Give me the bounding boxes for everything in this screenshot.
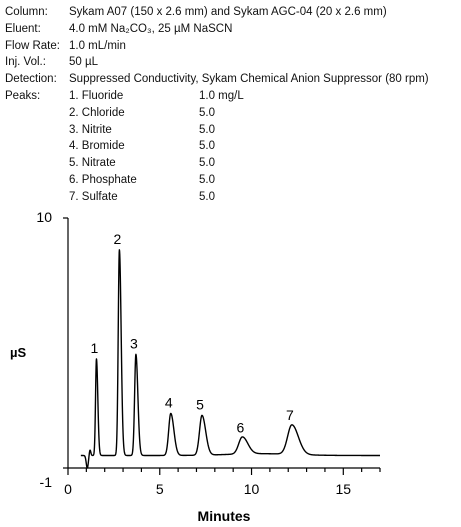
- peak-concentration: 5.0: [199, 173, 215, 186]
- peaks-label: [5, 122, 69, 139]
- condition-label: Inj. Vol.:: [5, 56, 46, 69]
- chromatogram-chart: 10 -1 µS Minutes 1 2 3 4 5 6 7 0 5 10 15: [10, 209, 381, 524]
- x-tick-label: 0: [64, 481, 72, 497]
- condition-value: 1.0 mL/min: [69, 39, 126, 52]
- peak-label: 5: [196, 397, 204, 413]
- x-tick-label: 15: [336, 481, 352, 497]
- peak-row: 2. Chloride 5.0: [5, 105, 429, 122]
- peak-row: 4. Bromide 5.0: [5, 138, 429, 155]
- condition-label: Flow Rate:: [5, 39, 60, 52]
- peak-labels: 1 2 3 4 5 6 7: [91, 231, 294, 436]
- peak-row: 3. Nitrite 5.0: [5, 122, 429, 139]
- peak-concentration: 5.0: [199, 123, 215, 136]
- peak-label: 7: [286, 407, 294, 423]
- peak-name: 3. Nitrite: [69, 123, 112, 136]
- axes: [63, 217, 381, 475]
- condition-label: Detection:: [5, 73, 57, 86]
- condition-row: Flow Rate: 1.0 mL/min: [5, 38, 429, 55]
- condition-value: 50 µL: [69, 56, 99, 69]
- x-axis-label: Minutes: [198, 508, 251, 524]
- y-tick-label-top: 10: [36, 209, 52, 225]
- x-ticks: 0 5 10 15: [64, 481, 351, 497]
- condition-row: Detection: Suppressed Conductivity, Sykam…: [5, 71, 429, 88]
- peak-name: 5. Nitrate: [69, 157, 116, 170]
- peak-label: 3: [130, 335, 138, 351]
- condition-value: Sykam A07 (150 x 2.6 mm) and Sykam AGC-0…: [69, 6, 387, 18]
- peak-name: 2. Chloride: [69, 106, 125, 119]
- peaks-label: Peaks:: [5, 89, 41, 102]
- peak-row: 5. Nitrate 5.0: [5, 155, 429, 172]
- chromatogram-trace: [80, 249, 381, 469]
- y-axis-label: µS: [10, 345, 26, 360]
- peak-name: 6. Phosphate: [69, 173, 137, 186]
- peaks-label: [5, 172, 69, 189]
- condition-value: Suppressed Conductivity, Sykam Chemical …: [69, 73, 429, 86]
- peak-row: 6. Phosphate 5.0: [5, 172, 429, 189]
- peak-label: 4: [165, 394, 173, 410]
- peak-name: 4. Bromide: [69, 140, 125, 153]
- peak-row: 7. Sulfate 5.0: [5, 189, 429, 206]
- x-tick-label: 10: [244, 481, 260, 497]
- condition-row: Eluent: 4.0 mM Na₂CO₃, 25 µM NaSCN: [5, 21, 429, 38]
- chromatography-conditions: Column: Sykam A07 (150 x 2.6 mm) and Syka…: [5, 4, 429, 206]
- peak-label: 6: [236, 419, 244, 435]
- peaks-label: [5, 155, 69, 172]
- x-tick-label: 5: [156, 481, 164, 497]
- peak-concentration: 5.0: [199, 157, 215, 170]
- peaks-label: [5, 138, 69, 155]
- peak-concentration: 1.0 mg/L: [199, 89, 244, 102]
- condition-label: Eluent:: [5, 22, 41, 35]
- peak-name: 1. Fluoride: [69, 89, 124, 102]
- condition-value: 4.0 mM Na₂CO₃, 25 µM NaSCN: [69, 22, 233, 35]
- peak-row: Peaks: 1. Fluoride 1.0 mg/L: [5, 88, 429, 105]
- condition-label: Column:: [5, 6, 48, 18]
- peak-name: 7. Sulfate: [69, 190, 118, 203]
- peak-concentration: 5.0: [199, 140, 215, 153]
- peak-concentration: 5.0: [199, 106, 215, 119]
- y-tick-label-bottom: -1: [40, 474, 53, 490]
- condition-row: Inj. Vol.: 50 µL: [5, 54, 429, 71]
- peak-label: 2: [113, 231, 121, 247]
- peak-concentration: 5.0: [199, 190, 215, 203]
- peak-label: 1: [91, 340, 99, 356]
- condition-row: Column: Sykam A07 (150 x 2.6 mm) and Syka…: [5, 4, 429, 21]
- peaks-label: [5, 105, 69, 122]
